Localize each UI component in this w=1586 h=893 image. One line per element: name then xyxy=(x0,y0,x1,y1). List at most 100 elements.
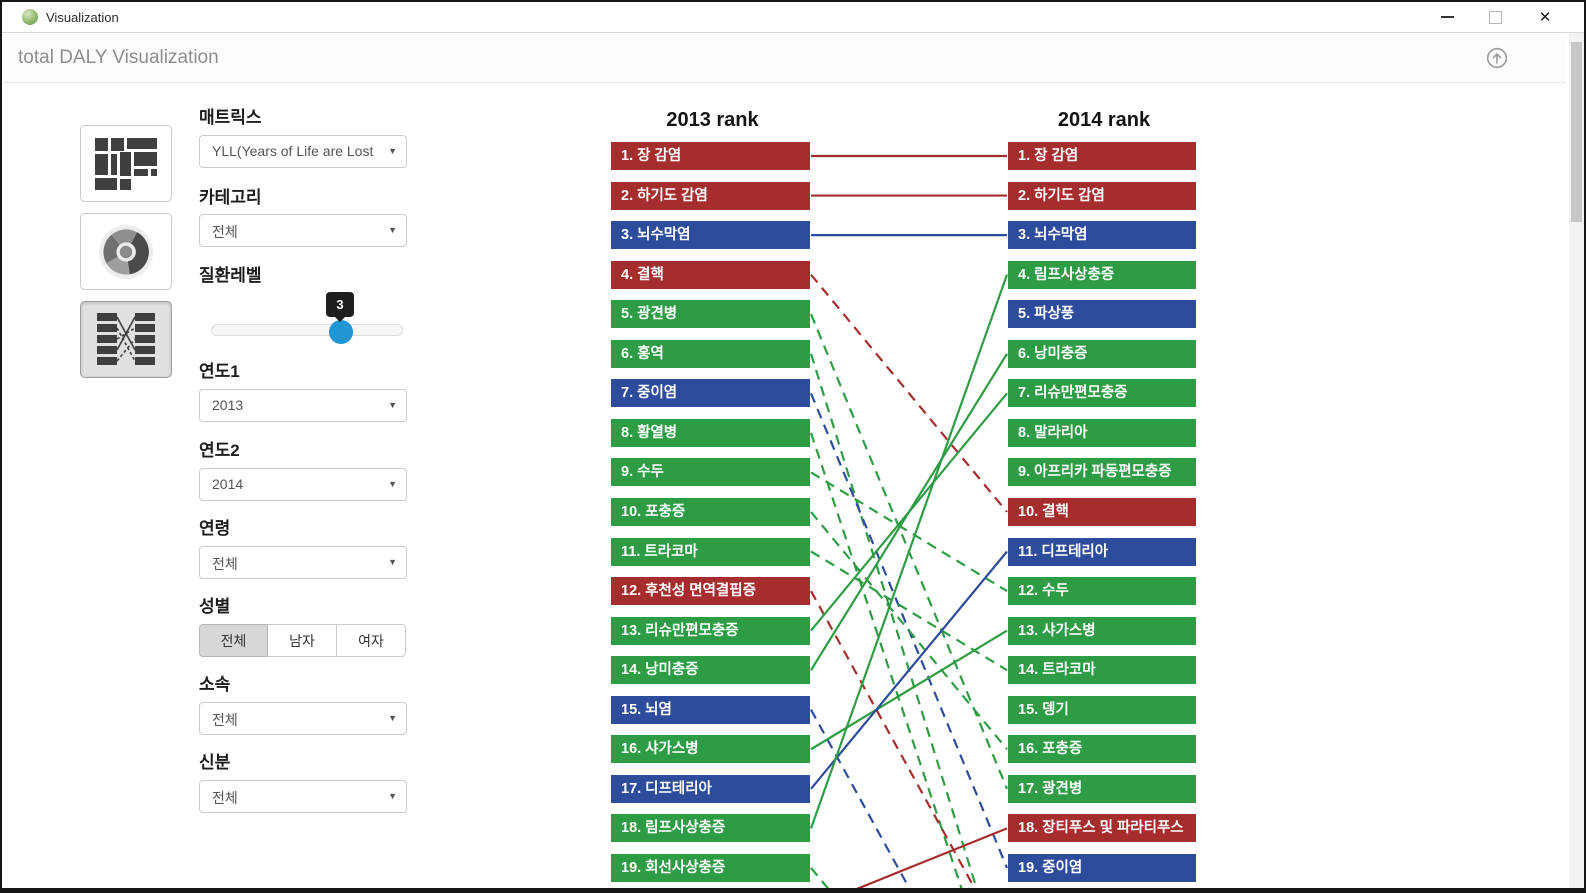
rank-column-title-2013: 2013 rank xyxy=(666,109,759,131)
matrix-select[interactable]: YLL(Years of Life are Lost ▼ xyxy=(199,135,407,168)
rank-link xyxy=(810,511,1008,750)
rank-box-2014-17[interactable]: 17. 광견병 xyxy=(1008,774,1196,803)
gender-option-male[interactable]: 남자 xyxy=(268,624,337,657)
bump-chart-icon xyxy=(97,312,155,365)
rank-box-2013-15[interactable]: 15. 뇌염 xyxy=(611,695,810,724)
rank-box-2013-3[interactable]: 3. 뇌수막염 xyxy=(611,221,810,250)
window-title: Visualization xyxy=(46,10,119,25)
close-button[interactable]: ✕ xyxy=(1528,2,1562,32)
rank-box-2014-16[interactable]: 16. 포충증 xyxy=(1008,735,1196,764)
year2-select[interactable]: 2014 ▼ xyxy=(199,468,407,501)
rank-box-2013-4[interactable]: 4. 결핵 xyxy=(611,260,810,289)
category-select[interactable]: 전체 ▼ xyxy=(199,214,407,247)
rank-box-2013-8[interactable]: 8. 황열병 xyxy=(611,418,810,447)
rank-box-2013-5[interactable]: 5. 광견병 xyxy=(611,300,810,329)
minimize-icon xyxy=(1440,16,1454,18)
rank-link xyxy=(810,550,1008,672)
category-select-value: 전체 xyxy=(212,224,238,240)
year1-select-value: 2013 xyxy=(212,397,244,413)
year1-select[interactable]: 2013 ▼ xyxy=(199,389,407,422)
rank-box-2013-14[interactable]: 14. 낭미충증 xyxy=(611,656,810,685)
rank-link xyxy=(809,313,1009,790)
age-select[interactable]: 전체 ▼ xyxy=(199,546,407,579)
rank-box-2014-9[interactable]: 9. 아프리카 파동편모충증 xyxy=(1008,458,1196,487)
rank-box-2014-15[interactable]: 15. 뎅기 xyxy=(1008,695,1196,724)
rank-link xyxy=(809,274,1009,829)
rank-box-2014-6[interactable]: 6. 낭미충증 xyxy=(1008,339,1196,368)
rank-box-2013-2[interactable]: 2. 하기도 감염 xyxy=(611,181,810,210)
rank-box-2013-9[interactable]: 9. 수두 xyxy=(611,458,810,487)
rank-box-2013-18[interactable]: 18. 림프사상충증 xyxy=(611,814,810,843)
rank-link xyxy=(810,273,1008,513)
gender-label: 성별 xyxy=(199,597,231,616)
slider-thumb[interactable] xyxy=(329,320,353,344)
app-logo-icon xyxy=(22,9,38,25)
view-button-sunburst[interactable] xyxy=(80,213,172,290)
identity-select-value: 전체 xyxy=(212,790,238,806)
rank-box-2013-10[interactable]: 10. 포충증 xyxy=(611,497,810,526)
rank-link xyxy=(809,432,963,888)
vertical-scrollbar[interactable] xyxy=(1569,33,1584,888)
rank-box-2014-18[interactable]: 18. 장티푸스 및 파라티푸스 xyxy=(1008,814,1196,843)
identity-select[interactable]: 전체 ▼ xyxy=(199,780,407,813)
rank-box-2013-13[interactable]: 13. 리슈만편모충증 xyxy=(611,616,810,645)
rank-box-2013-16[interactable]: 16. 샤가스병 xyxy=(611,735,810,764)
rank-box-2014-12[interactable]: 12. 수두 xyxy=(1008,577,1196,606)
gender-option-all[interactable]: 전체 xyxy=(199,624,268,657)
maximize-button[interactable] xyxy=(1478,2,1512,32)
scrollbar-thumb[interactable] xyxy=(1571,42,1582,222)
chevron-down-icon: ▼ xyxy=(388,146,397,156)
page-header: total DALY Visualization xyxy=(4,33,1566,83)
gender-button-group: 전체 남자 여자 xyxy=(199,624,406,657)
rank-box-2013-6[interactable]: 6. 홍역 xyxy=(611,339,810,368)
rank-box-2014-8[interactable]: 8. 말라리아 xyxy=(1008,418,1196,447)
identity-label: 신분 xyxy=(199,753,231,772)
rank-box-2013-1[interactable]: 1. 장 감염 xyxy=(611,142,810,170)
view-button-rank-compare[interactable] xyxy=(80,301,172,378)
rank-box-2014-14[interactable]: 14. 트라코마 xyxy=(1008,656,1196,685)
rank-box-2014-4[interactable]: 4. 림프사상충증 xyxy=(1008,260,1196,289)
rank-link xyxy=(810,590,976,888)
rank-box-2013-17[interactable]: 17. 디프테리아 xyxy=(611,774,810,803)
rank-box-2014-7[interactable]: 7. 리슈만편모충증 xyxy=(1008,379,1196,408)
rank-box-2014-1[interactable]: 1. 장 감염 xyxy=(1008,142,1196,170)
sunburst-icon xyxy=(99,224,153,279)
upload-icon[interactable] xyxy=(1486,47,1508,69)
treemap-icon xyxy=(95,137,157,190)
affiliation-select[interactable]: 전체 ▼ xyxy=(199,702,407,735)
age-label: 연령 xyxy=(199,519,231,538)
rank-box-2014-13[interactable]: 13. 샤가스병 xyxy=(1008,616,1196,645)
age-select-value: 전체 xyxy=(212,556,238,572)
chevron-down-icon: ▼ xyxy=(388,713,397,723)
disease-level-slider[interactable] xyxy=(211,324,403,336)
rank-box-2013-12[interactable]: 12. 후천성 면역결핍증 xyxy=(611,577,810,606)
rank-box-2014-5[interactable]: 5. 파상풍 xyxy=(1008,300,1196,329)
view-button-treemap[interactable] xyxy=(80,125,172,202)
rank-link xyxy=(856,827,1008,888)
chevron-down-icon: ▼ xyxy=(388,791,397,801)
title-bar: Visualization ✕ xyxy=(2,2,1584,33)
rank-box-2014-10[interactable]: 10. 결핵 xyxy=(1008,497,1196,526)
rank-link xyxy=(809,392,1009,869)
rank-box-2014-19[interactable]: 19. 중이염 xyxy=(1008,853,1196,882)
year2-select-value: 2014 xyxy=(212,476,244,492)
rank-box-2014-3[interactable]: 3. 뇌수막염 xyxy=(1008,221,1196,250)
matrix-label: 매트릭스 xyxy=(199,108,262,127)
rank-box-2013-19[interactable]: 19. 회선사상충증 xyxy=(611,853,810,882)
category-label: 카테고리 xyxy=(199,188,262,207)
rank-link xyxy=(810,471,1008,592)
gender-option-female[interactable]: 여자 xyxy=(337,624,406,657)
rank-box-2013-11[interactable]: 11. 트라코마 xyxy=(611,537,810,566)
year2-label: 연도2 xyxy=(199,441,240,460)
chevron-down-icon: ▼ xyxy=(388,479,397,489)
rank-box-2014-2[interactable]: 2. 하기도 감염 xyxy=(1008,181,1196,210)
chevron-down-icon: ▼ xyxy=(388,225,397,235)
disease-level-label: 질환레벨 xyxy=(199,266,262,285)
rank-box-2013-7[interactable]: 7. 중이염 xyxy=(611,379,810,408)
minimize-button[interactable] xyxy=(1430,2,1464,32)
rank-link xyxy=(809,353,978,888)
close-icon: ✕ xyxy=(1538,8,1552,26)
rank-box-2014-11[interactable]: 11. 디프테리아 xyxy=(1008,537,1196,566)
matrix-select-value: YLL(Years of Life are Lost xyxy=(212,143,374,159)
